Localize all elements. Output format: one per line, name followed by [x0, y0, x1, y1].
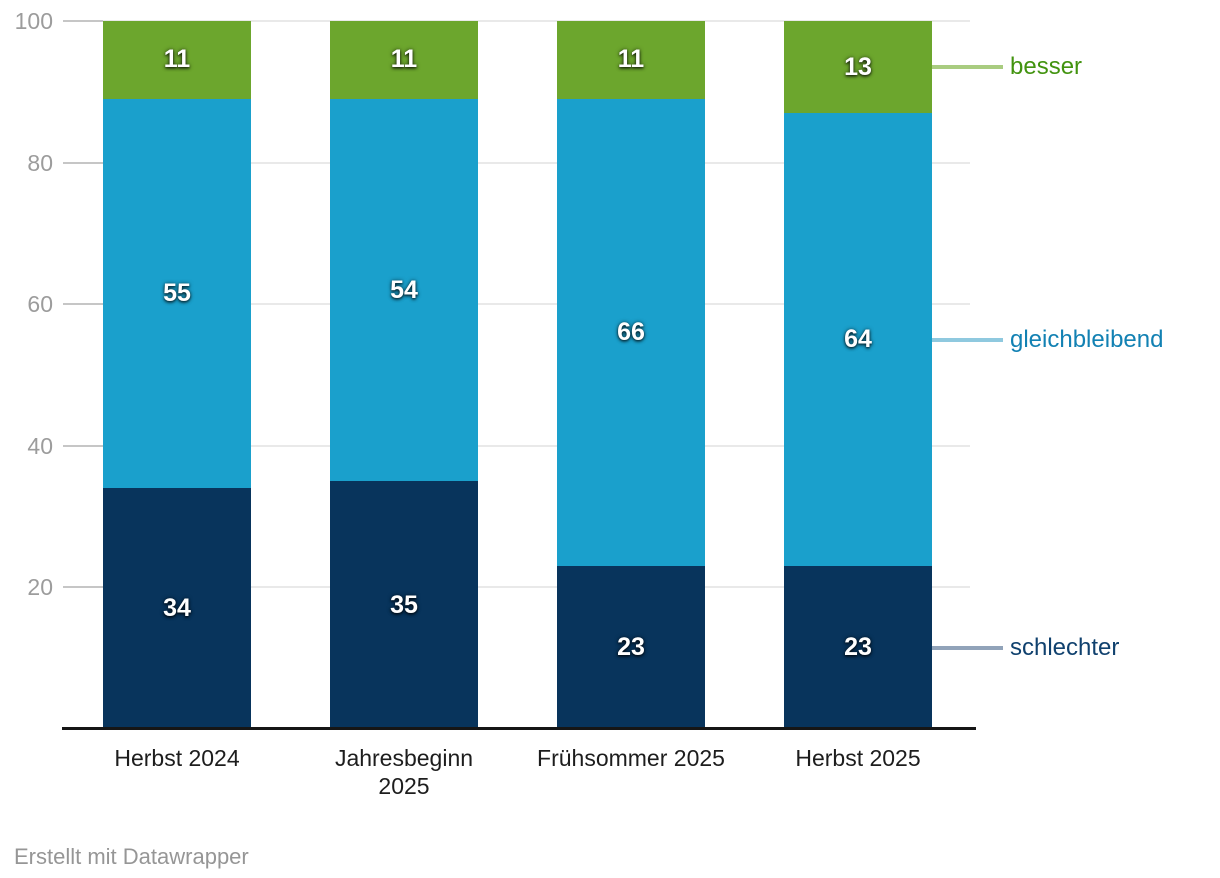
y-tick-mark: [63, 586, 103, 589]
value-label: 13: [844, 52, 872, 81]
bar-segment-schlechter: 35: [330, 481, 478, 729]
legend-label-besser: besser: [1010, 53, 1083, 81]
legend-label-gleichbleibend: gleichbleibend: [1010, 325, 1164, 353]
legend-label-schlechter: schlechter: [1010, 633, 1120, 661]
gridline-20: [63, 586, 970, 589]
y-tick-label: 100: [14, 8, 53, 34]
value-label: 23: [844, 633, 872, 662]
y-tick-label: 60: [27, 291, 53, 318]
value-label: 23: [617, 633, 645, 662]
bar-segment-gleichbleibend: 54: [330, 98, 478, 482]
y-tick-label: 80: [27, 149, 53, 176]
value-label: 64: [844, 325, 872, 354]
value-label: 55: [163, 279, 191, 308]
legend-connector-besser: [932, 65, 1003, 70]
value-label: 11: [617, 45, 645, 74]
bar-segment-schlechter: 34: [103, 488, 251, 729]
bar-segment-schlechter: 23: [557, 566, 705, 729]
gridline-100: [63, 20, 970, 22]
value-label: 34: [163, 594, 191, 623]
datawrapper-attribution-link[interactable]: Erstellt mit Datawrapper: [14, 844, 249, 869]
y-tick-label: 40: [27, 432, 53, 459]
x-axis-line: [62, 727, 976, 730]
y-tick-label: 20: [27, 574, 53, 601]
value-label: 66: [617, 318, 645, 346]
x-axis-label: Herbst 2024: [114, 745, 240, 771]
bar-segment-besser: 11: [330, 21, 478, 99]
gridline-80: [63, 161, 970, 164]
value-label: 35: [390, 590, 418, 619]
x-axis-label: Herbst 2025: [795, 745, 921, 771]
value-label: 54: [390, 275, 418, 304]
bar-segment-schlechter: 23: [784, 566, 932, 729]
bar-segment-besser: 11: [103, 21, 251, 99]
bar-segment-gleichbleibend: 64: [784, 113, 932, 567]
gridline-40: [63, 444, 970, 447]
y-tick-mark: [63, 20, 103, 22]
gridline-60: [63, 303, 970, 306]
y-tick-mark: [63, 161, 103, 164]
bar-segment-gleichbleibend: 55: [103, 98, 251, 489]
legend-connector-schlechter: [932, 645, 1003, 650]
y-tick-mark: [63, 303, 103, 306]
bar-segment-besser: 13: [784, 21, 932, 114]
value-label: 11: [390, 45, 418, 74]
bar-segment-gleichbleibend: 66: [557, 98, 705, 567]
x-axis-label: Jahresbeginn 2025: [334, 745, 474, 799]
value-label: 11: [163, 45, 191, 74]
y-tick-mark: [63, 444, 103, 447]
legend-connector-gleichbleibend: [932, 337, 1003, 342]
x-axis-label: Frühsommer 2025: [537, 745, 725, 771]
bar-segment-besser: 11: [557, 21, 705, 99]
